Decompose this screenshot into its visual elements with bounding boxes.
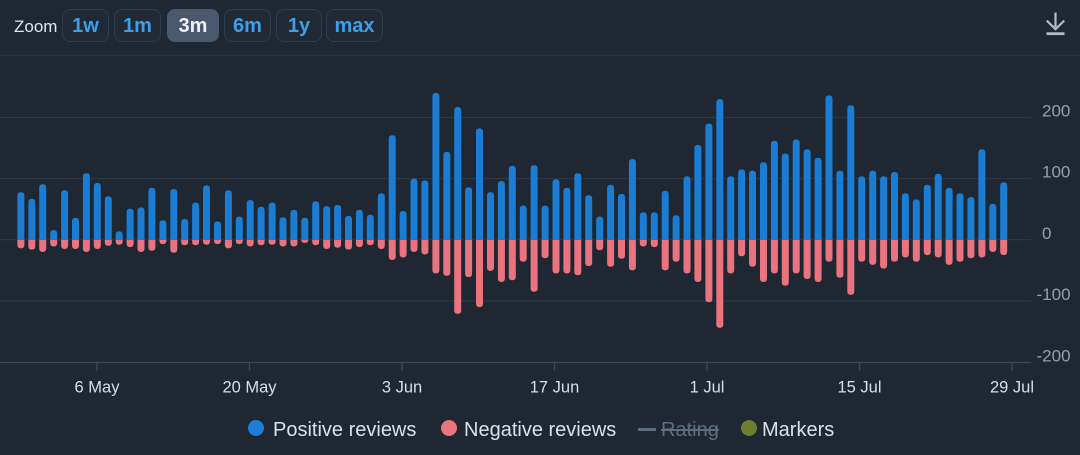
- svg-text:-200: -200: [1037, 347, 1071, 366]
- svg-text:20 May: 20 May: [222, 379, 277, 397]
- svg-text:6 May: 6 May: [75, 379, 121, 397]
- svg-text:200: 200: [1042, 101, 1070, 120]
- svg-text:0: 0: [1042, 224, 1051, 243]
- svg-text:1 Jul: 1 Jul: [690, 379, 725, 397]
- svg-text:17 Jun: 17 Jun: [530, 379, 580, 397]
- svg-text:29 Jul: 29 Jul: [990, 379, 1034, 397]
- svg-text:3 Jun: 3 Jun: [382, 379, 422, 397]
- svg-text:-100: -100: [1037, 285, 1071, 304]
- svg-text:15 Jul: 15 Jul: [837, 379, 881, 397]
- svg-text:100: 100: [1042, 163, 1070, 182]
